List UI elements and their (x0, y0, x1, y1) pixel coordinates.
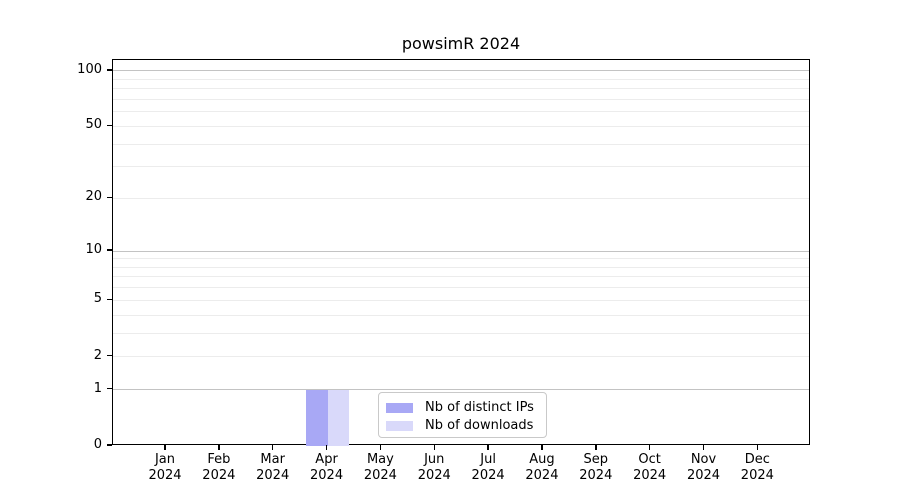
major-gridline (113, 70, 809, 72)
x-tick-month: Feb (207, 452, 231, 467)
x-tick-label: Nov 2024 (674, 452, 734, 484)
minor-gridline (113, 125, 809, 127)
y-tick-label: 2 (93, 347, 102, 363)
x-tick-mark (648, 445, 651, 450)
x-tick-mark (702, 445, 705, 450)
bar-distinct-ips (306, 389, 328, 446)
bar-downloads (327, 389, 350, 446)
minor-gridline (113, 143, 809, 145)
x-tick-label: Jun 2024 (404, 452, 464, 484)
minor-gridline (113, 356, 809, 358)
x-tick-month: Jun (424, 452, 445, 467)
y-tick-label: 20 (85, 189, 102, 205)
legend-entry-downloads: Nb of downloads (386, 418, 538, 433)
x-tick-mark (379, 445, 382, 450)
x-tick-month: Aug (529, 452, 555, 467)
x-tick-mark (164, 445, 166, 450)
x-tick-month: Nov (690, 452, 717, 467)
minor-gridline (113, 166, 809, 168)
x-tick-year: 2024 (525, 468, 559, 483)
x-tick-year: 2024 (256, 468, 290, 483)
x-tick-label: May 2024 (350, 452, 410, 484)
x-tick-mark (325, 445, 328, 450)
x-tick-year: 2024 (202, 468, 236, 483)
plot-area (112, 59, 810, 446)
minor-gridline (113, 332, 809, 334)
y-tick-label: 10 (85, 242, 102, 258)
x-tick-mark (756, 445, 759, 450)
x-tick-mark (595, 445, 597, 450)
minor-gridline (113, 258, 809, 260)
x-tick-label: Jul 2024 (458, 452, 518, 484)
chart-title: powsimR 2024 (401, 34, 521, 53)
y-tick-mark (107, 387, 112, 390)
x-tick-label: Jan 2024 (135, 452, 195, 484)
x-tick-year: 2024 (471, 468, 505, 483)
minor-gridline (113, 287, 809, 289)
legend-swatch-distinct-ips (386, 402, 413, 413)
x-tick-year: 2024 (310, 468, 344, 483)
x-tick-mark (271, 445, 274, 450)
minor-gridline (113, 276, 809, 278)
x-tick-month: Jul (480, 452, 496, 467)
y-tick-mark (107, 124, 112, 127)
x-tick-label: Feb 2024 (189, 452, 249, 484)
legend: Nb of distinct IPs Nb of downloads (378, 392, 547, 438)
minor-gridline (113, 197, 809, 199)
y-tick-mark (107, 354, 112, 357)
y-tick-mark (107, 69, 112, 71)
x-tick-label: Oct 2024 (620, 452, 680, 484)
y-tick-label: 0 (93, 437, 102, 452)
minor-gridline (113, 266, 809, 268)
x-tick-month: Jan (154, 452, 176, 467)
minor-gridline (113, 111, 809, 113)
x-tick-month: Apr (315, 452, 338, 467)
x-tick-year: 2024 (417, 468, 451, 483)
legend-entry-distinct-ips: Nb of distinct IPs (386, 400, 538, 415)
x-tick-mark (487, 445, 489, 450)
x-tick-month: Oct (638, 452, 661, 467)
y-tick-mark (107, 249, 112, 251)
x-tick-year: 2024 (579, 468, 613, 483)
x-tick-label: Sep 2024 (566, 452, 626, 484)
x-tick-month: Dec (744, 452, 770, 467)
x-tick-mark (433, 445, 435, 450)
major-gridline (113, 389, 809, 391)
y-tick-mark (107, 444, 112, 446)
x-tick-mark (218, 445, 220, 450)
x-tick-year: 2024 (740, 468, 774, 483)
y-tick-label: 50 (85, 117, 102, 133)
x-tick-month: Mar (260, 452, 285, 467)
major-gridline (113, 250, 809, 252)
x-tick-label: Aug 2024 (512, 452, 572, 484)
x-tick-year: 2024 (363, 468, 397, 483)
minor-gridline (113, 98, 809, 100)
x-tick-label: Dec 2024 (727, 452, 787, 484)
x-tick-month: Sep (583, 452, 609, 467)
y-tick-label: 100 (77, 61, 102, 77)
legend-label-downloads: Nb of downloads (425, 418, 534, 433)
minor-gridline (113, 314, 809, 316)
x-tick-year: 2024 (686, 468, 721, 483)
x-tick-month: May (366, 452, 394, 467)
x-tick-mark (541, 445, 543, 450)
y-tick-mark (107, 298, 112, 301)
minor-gridline (113, 299, 809, 301)
legend-label-distinct-ips: Nb of distinct IPs (425, 400, 534, 415)
x-tick-year: 2024 (148, 468, 182, 483)
x-tick-label: Mar 2024 (243, 452, 303, 484)
x-tick-label: Apr 2024 (297, 452, 357, 484)
y-tick-label: 1 (93, 380, 102, 396)
minor-gridline (113, 78, 809, 80)
y-tick-mark (107, 196, 112, 199)
y-tick-label: 5 (93, 291, 102, 307)
legend-swatch-downloads (386, 420, 413, 431)
minor-gridline (113, 88, 809, 90)
x-tick-year: 2024 (633, 468, 667, 483)
